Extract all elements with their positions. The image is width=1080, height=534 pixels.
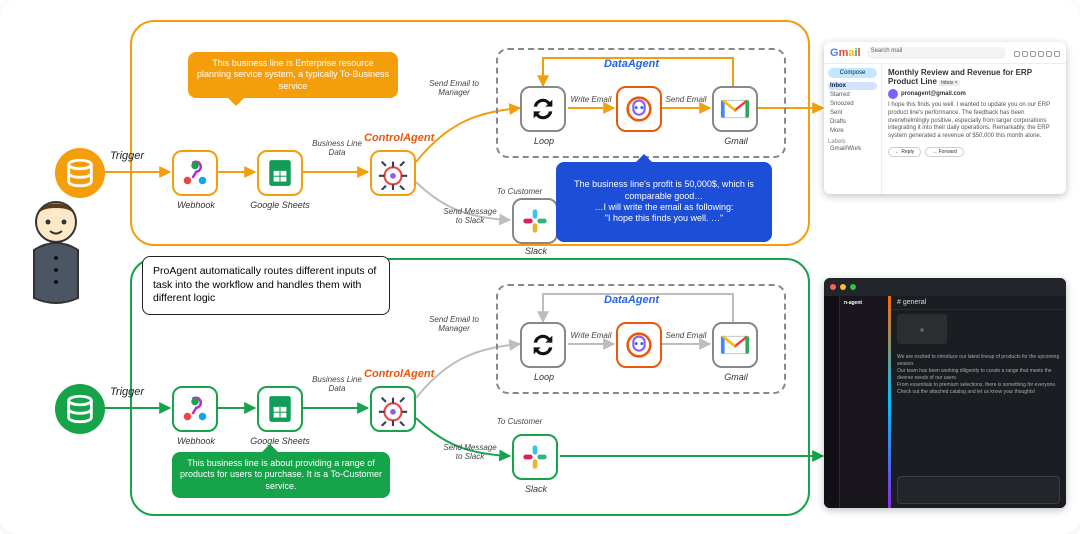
node-gsheets-top	[257, 150, 303, 196]
edge-bizdata-bot: Business Line Data	[312, 376, 362, 394]
gmail-toolbar-icons	[1012, 44, 1060, 62]
gmail-folder[interactable]: Sent	[828, 109, 877, 117]
narration-text: ProAgent automatically routes different …	[153, 265, 376, 304]
gmail-forward-button[interactable]: → Forward	[925, 147, 964, 157]
callout-bot-green: This business line is about providing a …	[172, 452, 390, 498]
slack-channel: # general	[891, 296, 1066, 310]
slack-sidebar: n-agent	[840, 296, 888, 508]
gmail-inbox-badge: Inbox ×	[939, 80, 960, 86]
edge-tocust-top: To Customer	[492, 188, 547, 197]
gmail-mock: Gmail Search mail Compose Inbox Starred …	[824, 42, 1066, 194]
trigger-top-label: Trigger	[110, 150, 144, 162]
slack-messages: We are excited to introduce our latest l…	[891, 348, 1066, 402]
slack-mock: n-agent # general ▦ We are excited to in…	[824, 278, 1066, 508]
node-slack-bot	[512, 434, 558, 480]
data-agent-bot-label: DataAgent	[604, 294, 659, 306]
narration-box: ProAgent automatically routes different …	[142, 256, 390, 315]
edge-bizdata-top: Business Line Data	[312, 140, 362, 158]
edge-write-top: Write Email	[568, 96, 614, 105]
data-agent-top-label: DataAgent	[604, 58, 659, 70]
gmail-folder-inbox[interactable]: Inbox	[828, 82, 877, 90]
edge-sendmgr-top: Send Email to Manager	[428, 80, 480, 98]
callout-top-orange-text: This business line is Enterprise resourc…	[197, 58, 389, 91]
node-loop-top-label: Loop	[514, 136, 574, 146]
edge-sendslack-bot: Send Message to Slack	[440, 444, 500, 462]
slack-titlebar	[824, 278, 1066, 296]
gmail-folder[interactable]: Starred	[828, 91, 877, 99]
trigger-top-icon	[55, 148, 105, 198]
node-slack-top-label: Slack	[506, 246, 566, 256]
edge-sendmgr-bot: Send Email to Manager	[428, 316, 480, 334]
node-gsheets-top-label: Google Sheets	[250, 200, 310, 210]
slack-composer[interactable]	[897, 476, 1060, 504]
gmail-from: pronagent@gmail.com	[901, 91, 966, 97]
node-controlagent-bot	[370, 386, 416, 432]
trigger-bot-label: Trigger	[110, 386, 144, 398]
edge-write-bot: Write Email	[568, 332, 614, 341]
node-loop-bot	[520, 322, 566, 368]
diagram-canvas: Trigger Webhook Google Sheets Business L…	[0, 0, 1080, 534]
gmail-reply-button[interactable]: ← Reply	[888, 147, 921, 157]
gmail-message: Monthly Review and Revenue for ERP Produ…	[882, 64, 1066, 194]
gmail-label-item[interactable]: Gmail/Work	[828, 145, 877, 153]
gmail-subject: Monthly Review and Revenue for ERP Produ…	[888, 68, 1032, 86]
callout-blue: The business line's profit is 50,000$, w…	[556, 162, 772, 242]
callout-blue-text: The business line's profit is 50,000$, w…	[574, 179, 754, 223]
node-webhook-bot-label: Webhook	[166, 436, 226, 446]
gmail-sidebar: Compose Inbox Starred Snoozed Sent Draft…	[824, 64, 882, 194]
edge-tocust-bot: To Customer	[492, 418, 547, 427]
node-webhook-top-label: Webhook	[166, 200, 226, 210]
node-loop-top	[520, 86, 566, 132]
node-dataagent-top	[616, 86, 662, 132]
slack-line: From essentials to premium selections, t…	[897, 382, 1060, 389]
gmail-folder[interactable]: More	[828, 127, 877, 135]
slack-main: # general ▦ We are excited to introduce …	[888, 296, 1066, 508]
node-webhook-top	[172, 150, 218, 196]
gmail-avatar	[888, 89, 898, 99]
control-agent-bot-label: ControlAgent	[364, 368, 434, 380]
gmail-folder[interactable]: Drafts	[828, 118, 877, 126]
slack-line: Our team has been working diligently to …	[897, 368, 1060, 382]
slack-workspace: n-agent	[844, 300, 884, 306]
slack-rail	[824, 296, 840, 508]
node-gmail-top	[712, 86, 758, 132]
slack-line: Check out the attached catalog and let u…	[897, 389, 1060, 396]
node-controlagent-top	[370, 150, 416, 196]
gmail-search[interactable]: Search mail	[867, 47, 1006, 59]
gmail-folder[interactable]: Snoozed	[828, 100, 877, 108]
edge-sendemail-bot: Send Email	[662, 332, 710, 341]
node-dataagent-bot	[616, 322, 662, 368]
node-slack-top	[512, 198, 558, 244]
node-slack-bot-label: Slack	[506, 484, 566, 494]
node-gmail-top-label: Gmail	[706, 136, 766, 146]
edge-sendemail-top: Send Email	[662, 96, 710, 105]
gmail-body-text: I hope this finds you well. I wanted to …	[888, 102, 1060, 141]
gmail-logo: Gmail	[830, 47, 861, 59]
node-gmail-bot	[712, 322, 758, 368]
callout-bot-green-text: This business line is about providing a …	[180, 458, 382, 491]
user-avatar	[12, 194, 100, 309]
slack-line: We are excited to introduce our latest l…	[897, 354, 1060, 368]
node-loop-bot-label: Loop	[514, 372, 574, 382]
node-gmail-bot-label: Gmail	[706, 372, 766, 382]
gmail-compose-button[interactable]: Compose	[828, 68, 877, 78]
node-gsheets-bot-label: Google Sheets	[250, 436, 310, 446]
edge-sendslack-top: Send Message to Slack	[440, 208, 500, 226]
callout-top-orange: This business line is Enterprise resourc…	[188, 52, 398, 98]
trigger-bot-icon	[55, 384, 105, 434]
node-webhook-bot	[172, 386, 218, 432]
control-agent-top-label: ControlAgent	[364, 132, 434, 144]
node-gsheets-bot	[257, 386, 303, 432]
slack-attachment: ▦	[897, 314, 947, 344]
